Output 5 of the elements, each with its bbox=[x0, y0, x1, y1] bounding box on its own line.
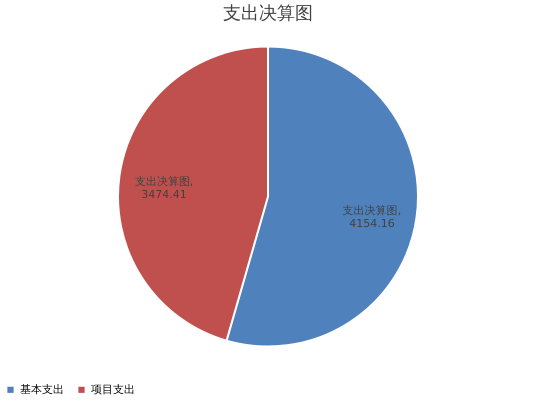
legend-label: 项目支出 bbox=[91, 382, 135, 396]
data-label: 支出决算图, 3474.41 bbox=[134, 174, 194, 201]
chart-title: 支出决算图 bbox=[223, 3, 313, 24]
legend-label: 基本支出 bbox=[20, 382, 64, 396]
data-label: 支出决算图, 4154.16 bbox=[342, 204, 402, 230]
